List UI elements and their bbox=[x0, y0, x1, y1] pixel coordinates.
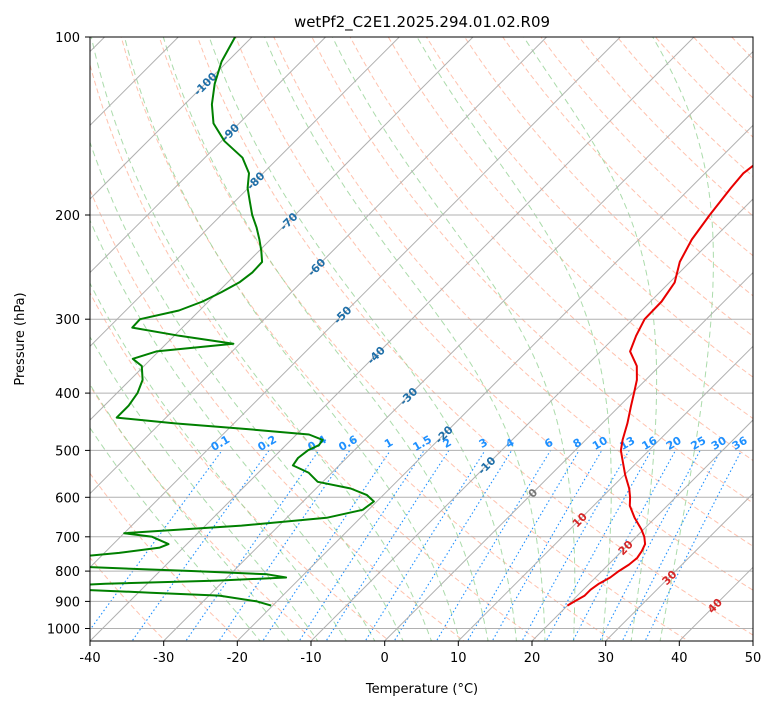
mixing-ratio-line bbox=[218, 450, 351, 641]
dry-adiabat bbox=[349, 37, 753, 462]
mixing-ratio-line bbox=[185, 450, 320, 641]
y-tick-label: 400 bbox=[55, 387, 80, 402]
moist-adiabat bbox=[416, 37, 612, 641]
dry-adiabat bbox=[90, 62, 540, 641]
y-tick-label: 1000 bbox=[47, 623, 80, 638]
mixing-ratio-label: 6 bbox=[542, 436, 555, 451]
isotherm-line bbox=[90, 37, 253, 200]
x-tick-label: 50 bbox=[745, 651, 762, 666]
x-tick-label: 10 bbox=[450, 651, 467, 666]
x-tick-label: -40 bbox=[79, 651, 100, 666]
mixing-ratio-line bbox=[435, 450, 552, 641]
x-tick-label: 20 bbox=[524, 651, 541, 666]
dry-adiabat bbox=[464, 37, 753, 337]
dewpoint-profile-line bbox=[90, 37, 375, 607]
x-tick-label: 30 bbox=[597, 651, 614, 666]
mixing-ratio-line bbox=[131, 450, 270, 641]
temperature-profile-line bbox=[566, 164, 753, 607]
mixing-ratio-line bbox=[599, 450, 701, 641]
isotherm-line bbox=[310, 198, 753, 641]
mixing-ratio-label: 2 bbox=[441, 436, 454, 451]
dry-adiabat bbox=[425, 37, 753, 378]
dry-adiabat bbox=[273, 37, 753, 547]
mixing-ratio-label: 3 bbox=[477, 436, 490, 451]
isotherm-line bbox=[457, 345, 753, 641]
dry-adiabat bbox=[770, 37, 775, 643]
pressure-gridlines bbox=[90, 37, 753, 629]
mixing-ratio-line bbox=[262, 450, 391, 641]
isotherm-line bbox=[90, 37, 695, 641]
isotherm-line bbox=[531, 419, 753, 641]
isotherm-label: -60 bbox=[305, 256, 328, 279]
y-tick-label: 800 bbox=[55, 565, 80, 580]
isotherm-line bbox=[162, 50, 753, 641]
mixing-ratio-line bbox=[466, 450, 580, 641]
isotherm-line bbox=[90, 37, 401, 348]
mixing-ratio-line bbox=[325, 450, 450, 641]
plot-frame bbox=[89, 36, 754, 642]
mixing-ratio-line bbox=[298, 450, 425, 641]
dry-adiabat bbox=[387, 37, 753, 420]
isotherm-line bbox=[90, 37, 474, 421]
y-tick-label: 700 bbox=[55, 531, 80, 546]
isotherm-lines bbox=[90, 37, 753, 641]
dry-adiabat bbox=[655, 37, 753, 138]
y-tick-label: 200 bbox=[55, 209, 80, 224]
dry-adiabat bbox=[235, 37, 753, 591]
mixing-ratio-label: 4 bbox=[503, 436, 516, 451]
y-tick-label: 900 bbox=[55, 595, 80, 610]
mixing-ratio-line bbox=[644, 450, 742, 641]
y-tick-label: 500 bbox=[55, 444, 80, 459]
dry-adiabat bbox=[311, 37, 753, 504]
y-axis-label: Pressure (hPa) bbox=[13, 292, 28, 385]
x-tick-label: -20 bbox=[227, 651, 248, 666]
mixing-ratio-line bbox=[364, 450, 486, 641]
y-tick-label: 600 bbox=[55, 491, 80, 506]
dry-adiabat bbox=[502, 37, 753, 297]
x-tick-label: -30 bbox=[153, 651, 174, 666]
mixing-ratio-line bbox=[621, 450, 722, 641]
chart-title: wetPf2_C2E1.2025.294.01.02.R09 bbox=[294, 13, 550, 32]
x-axis-label: Temperature (°C) bbox=[365, 682, 478, 697]
mixing-ratio-line bbox=[90, 450, 223, 631]
isotherm-line bbox=[90, 37, 548, 495]
mixing-ratio-lines bbox=[90, 450, 742, 641]
isotherm-line bbox=[90, 37, 622, 569]
isotherm-line bbox=[383, 271, 753, 641]
dry-adiabat bbox=[197, 37, 753, 636]
mixing-ratio-line bbox=[545, 450, 652, 641]
moist-adiabat bbox=[90, 219, 376, 641]
x-tick-label: 0 bbox=[381, 651, 389, 666]
dry-adiabat bbox=[693, 37, 753, 99]
dry-adiabat bbox=[90, 291, 391, 641]
moist-adiabat bbox=[208, 37, 518, 641]
moist-adiabat bbox=[523, 37, 658, 641]
mixing-ratio-line bbox=[393, 450, 513, 641]
isotherm-label: -30 bbox=[397, 385, 420, 408]
mixing-ratio-label: 1 bbox=[382, 436, 395, 451]
moist-adiabat bbox=[331, 37, 576, 641]
isotherm-line bbox=[236, 124, 753, 641]
x-tick-label: 40 bbox=[671, 651, 688, 666]
moist-adiabat bbox=[90, 140, 404, 641]
isotherm-line bbox=[752, 640, 753, 641]
y-axis-ticks: 100 200 300 400 500 600 700 800 900 1000 bbox=[47, 31, 90, 638]
x-axis-ticks: -40 -30 -20 -10 0 10 20 30 40 50 bbox=[79, 641, 761, 666]
dry-adiabat bbox=[540, 37, 753, 257]
plot-area: -100-90-80-70-60-50-40-30-20-10010203040… bbox=[90, 37, 775, 643]
y-tick-label: 100 bbox=[55, 31, 80, 46]
isotherm-line bbox=[90, 37, 327, 274]
dry-adiabat bbox=[90, 384, 316, 641]
profile-series bbox=[90, 37, 753, 607]
x-tick-label: -10 bbox=[300, 651, 321, 666]
mixing-ratio-line bbox=[572, 450, 676, 641]
dry-adiabat bbox=[90, 188, 465, 641]
y-tick-label: 300 bbox=[55, 313, 80, 328]
isotherm-line bbox=[604, 492, 753, 641]
